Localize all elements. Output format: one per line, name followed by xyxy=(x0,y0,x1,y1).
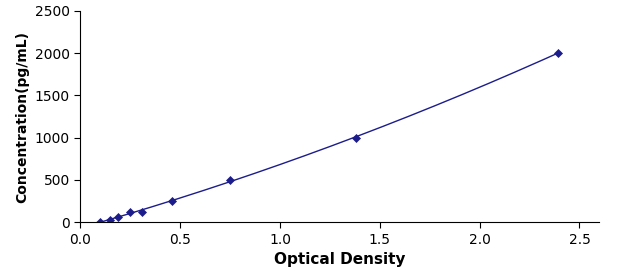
X-axis label: Optical Density: Optical Density xyxy=(274,252,405,267)
Y-axis label: Concentration(pg/mL): Concentration(pg/mL) xyxy=(15,31,29,202)
